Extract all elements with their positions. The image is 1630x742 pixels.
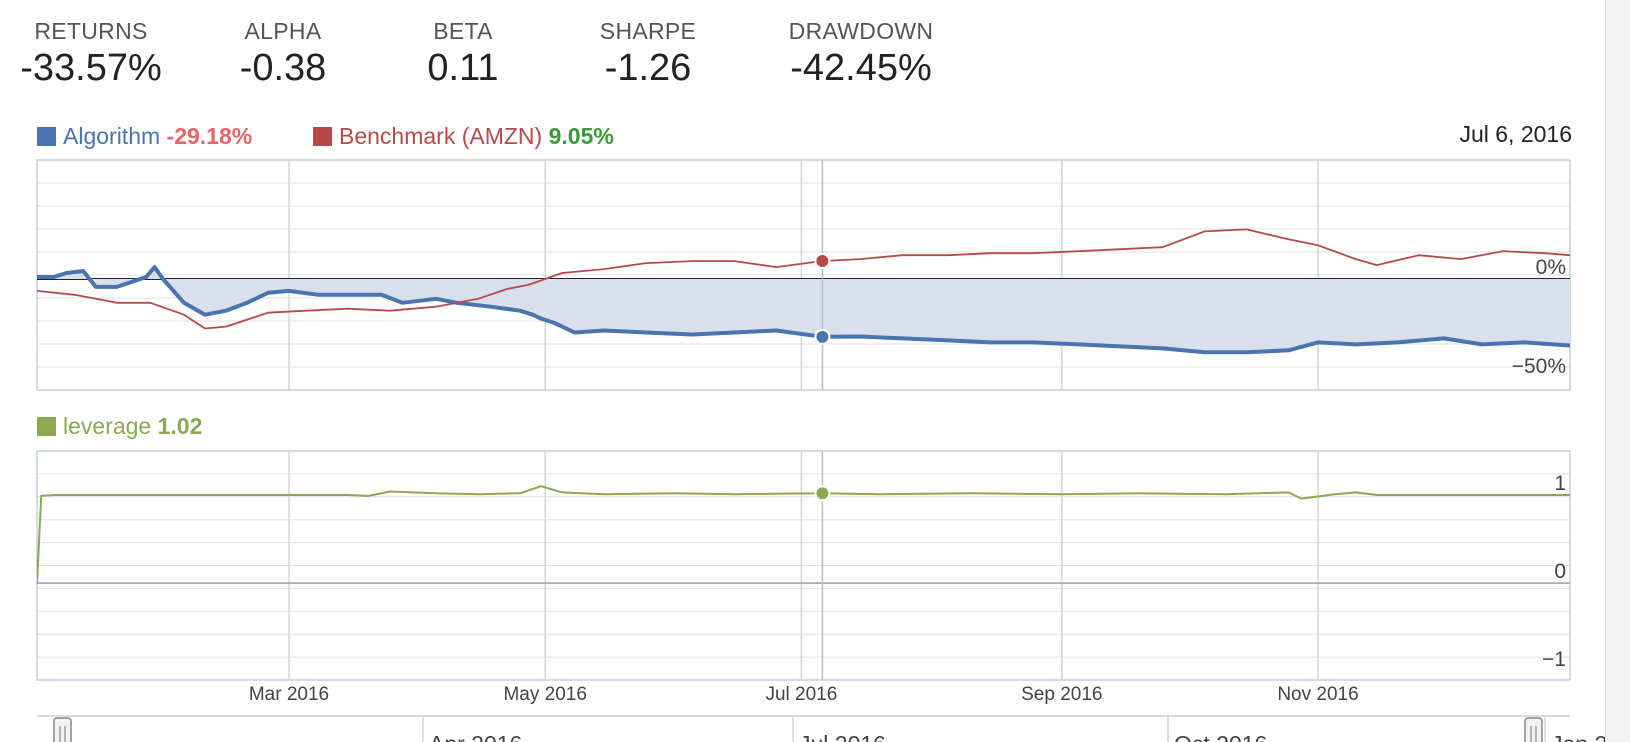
legend-benchmark-value: 9.05%	[548, 123, 614, 149]
navigator-right-handle[interactable]	[1524, 717, 1543, 742]
leverage-line	[37, 485, 1570, 585]
legend-algorithm-value: -29.18%	[166, 123, 253, 149]
navigator-tick-label: Apr 2016	[429, 731, 522, 742]
benchmark-swatch	[313, 127, 332, 146]
y-tick-label: 0	[1554, 560, 1566, 583]
y-tick-label: −1	[1542, 648, 1566, 671]
navigator-tick-label: Jul 2016	[799, 731, 886, 742]
metric-value: -1.26	[604, 47, 692, 89]
hover-date: Jul 6, 2016	[1459, 121, 1572, 147]
metric-label: ALPHA	[244, 18, 322, 44]
y-tick-label: −50%	[1512, 355, 1566, 378]
navigator-tick-label: Jan 2017	[1551, 731, 1606, 742]
x-axis-labels: Mar 2016 May 2016 Jul 2016 Sep 2016 Nov 2016	[249, 684, 1359, 705]
metric-label: BETA	[433, 18, 493, 44]
metrics-row: RETURNS -33.57% ALPHA -0.38 BETA 0.11 SH…	[0, 18, 1000, 98]
x-tick-label: Nov 2016	[1277, 684, 1358, 705]
range-navigator: Apr 2016 Jul 2016 Oct 2016 Jan 2017	[37, 715, 1606, 742]
algorithm-swatch	[37, 127, 56, 146]
x-tick-label: Sep 2016	[1021, 684, 1102, 705]
x-tick-label: May 2016	[503, 684, 586, 705]
legend-leverage-value: 1.02	[157, 413, 203, 439]
vertical-scrollbar[interactable]	[1605, 0, 1630, 742]
metric-returns: RETURNS -33.57%	[18, 18, 164, 90]
algorithm-drawdown-area	[37, 267, 1570, 353]
legend-algorithm-name: Algorithm	[63, 123, 161, 149]
benchmark-hover-point	[814, 253, 831, 270]
benchmark-line	[37, 228, 1570, 330]
metric-label: SHARPE	[599, 18, 697, 44]
y-tick-label: 1	[1554, 472, 1566, 495]
navigator-tick-label: Oct 2016	[1174, 731, 1267, 742]
metric-sharpe: SHARPE -1.26	[596, 18, 700, 90]
leverage-chart: 1 0 −1	[36, 450, 1571, 681]
leverage-hover-point	[814, 485, 831, 502]
metric-value: -0.38	[239, 47, 327, 89]
metric-value: -42.45%	[790, 47, 932, 89]
metric-drawdown: DRAWDOWN -42.45%	[786, 18, 936, 90]
returns-chart: 0% −50%	[36, 159, 1571, 391]
metric-alpha: ALPHA -0.38	[228, 18, 338, 90]
legend-algorithm[interactable]: Algorithm -29.18%	[37, 123, 252, 150]
legend-benchmark[interactable]: Benchmark (AMZN) 9.05%	[313, 123, 614, 150]
metric-label: DRAWDOWN	[788, 18, 934, 44]
metric-beta: BETA 0.11	[418, 18, 508, 90]
x-tick-label: Jul 2016	[765, 684, 837, 705]
metric-label: RETURNS	[34, 18, 148, 44]
metric-value: -33.57%	[20, 47, 162, 89]
algorithm-line	[37, 265, 1570, 355]
metric-value: 0.11	[427, 47, 499, 89]
navigator-left-handle[interactable]	[53, 717, 72, 742]
algorithm-hover-point	[814, 328, 831, 345]
legend-benchmark-name: Benchmark (AMZN)	[339, 123, 543, 149]
y-tick-label: 0%	[1536, 256, 1566, 279]
leverage-swatch	[37, 417, 56, 436]
x-tick-label: Mar 2016	[249, 684, 329, 705]
legend-leverage[interactable]: leverage 1.02	[37, 413, 202, 440]
legend-leverage-name: leverage	[63, 413, 152, 439]
